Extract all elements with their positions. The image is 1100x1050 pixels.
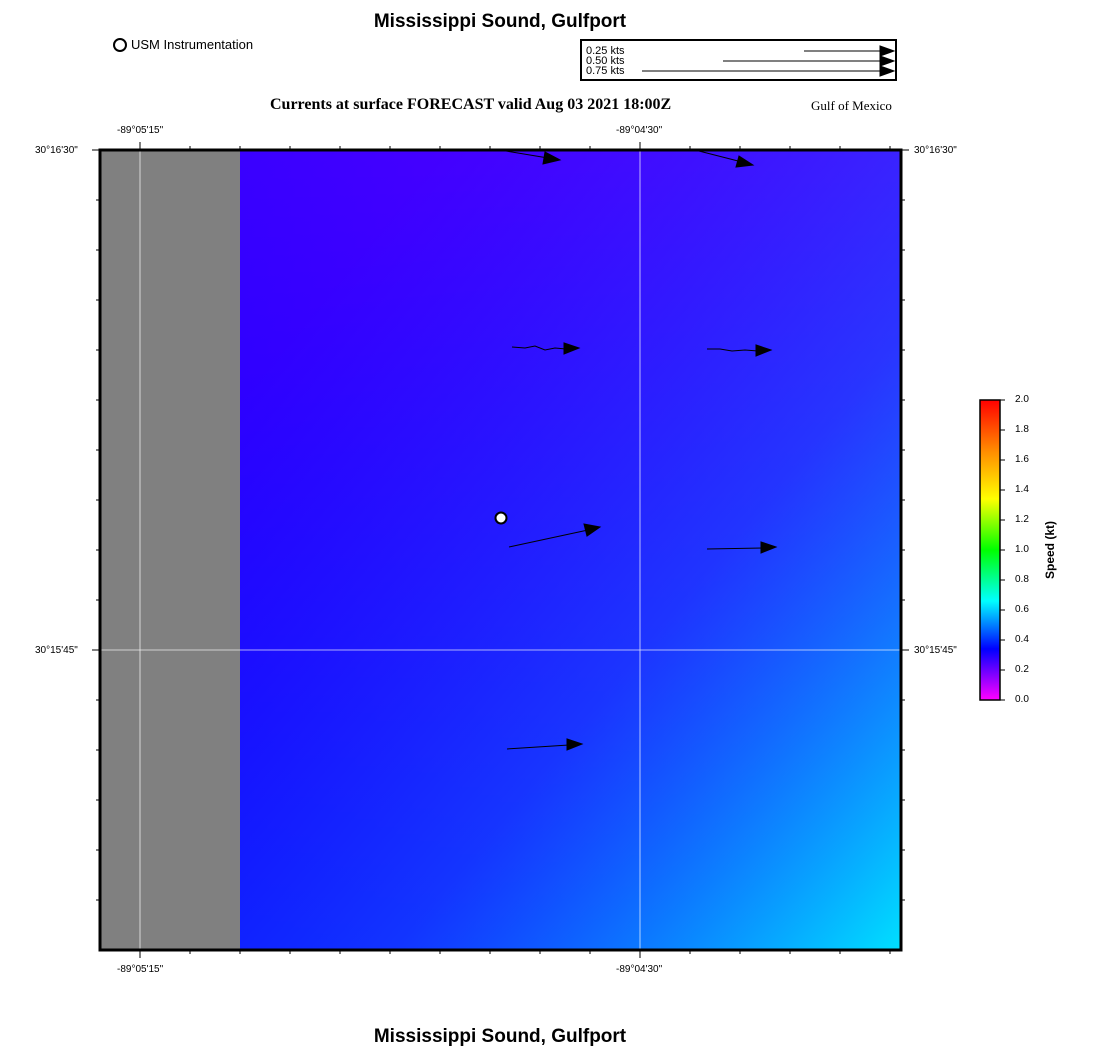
- current-arrow-1: [499, 149, 562, 165]
- scale-arrow-025-head: [879, 45, 895, 57]
- left-lat-label-2: 30°15'45": [35, 645, 78, 656]
- scale-label-025: 0.25 kts: [586, 45, 625, 57]
- footer-title: Mississippi Sound, Gulfport: [373, 1026, 627, 1047]
- scale-arrows: [642, 45, 895, 77]
- speed-colorbar: [979, 399, 1001, 701]
- water-shade-diagonal: [240, 150, 901, 950]
- colorbar-tick-14: 1.4: [1015, 484, 1029, 495]
- top-lon-label-1: -89°05'15": [117, 125, 164, 136]
- top-lon-label-2: -89°04'30": [616, 125, 663, 136]
- colorbar-tick-04: 0.4: [1015, 634, 1029, 645]
- left-lat-label-1: 30°16'30": [35, 145, 78, 156]
- scale-label-050: 0.50 kts: [586, 55, 625, 67]
- current-arrow-4: [707, 344, 773, 357]
- bottom-lon-label-2: -89°04'30": [616, 964, 663, 975]
- land-area: [100, 150, 240, 950]
- colorbar-tick-08: 0.8: [1015, 574, 1029, 585]
- colorbar-tick-12: 1.2: [1015, 514, 1029, 525]
- right-lat-label-1: 30°16'30": [914, 145, 957, 156]
- colorbar-tick-06: 0.6: [1015, 604, 1029, 615]
- colorbar-tick-18: 1.8: [1015, 424, 1029, 435]
- colorbar-tick-10: 1.0: [1015, 544, 1029, 555]
- region-label: Gulf of Mexico: [811, 98, 892, 113]
- colorbar-tick-02: 0.2: [1015, 664, 1029, 675]
- usm-instrument-marker: [494, 511, 508, 525]
- current-arrow-2: [694, 149, 755, 168]
- scale-arrow-050-head: [879, 55, 895, 67]
- map-title: Mississippi Sound, Gulfport: [373, 11, 627, 32]
- bottom-lon-label-1: -89°05'15": [117, 964, 164, 975]
- current-arrow-5: [508, 523, 602, 548]
- usm-instrumentation-legend: USM Instrumentation: [113, 37, 253, 52]
- current-scale-legend: 0.25 kts 0.50 kts 0.75 kts: [580, 39, 897, 81]
- colorbar-label: Speed (kt): [1043, 520, 1057, 580]
- current-arrow-7: [506, 738, 584, 751]
- instrument-circle-icon: [113, 37, 127, 52]
- usm-legend-label: USM Instrumentation: [131, 37, 254, 52]
- colorbar-tick-00: 0.0: [1015, 694, 1029, 705]
- scale-arrow-075-head: [879, 65, 895, 77]
- colorbar-tick-16: 1.6: [1015, 454, 1029, 465]
- colorbar-tick-20: 2.0: [1015, 394, 1029, 405]
- current-arrow-6: [706, 541, 778, 554]
- current-arrow-3: [511, 342, 581, 355]
- right-lat-label-2: 30°15'45": [914, 645, 957, 656]
- scale-label-075: 0.75 kts: [586, 65, 625, 77]
- forecast-subtitle: Currents at surface FORECAST valid Aug 0…: [270, 96, 672, 113]
